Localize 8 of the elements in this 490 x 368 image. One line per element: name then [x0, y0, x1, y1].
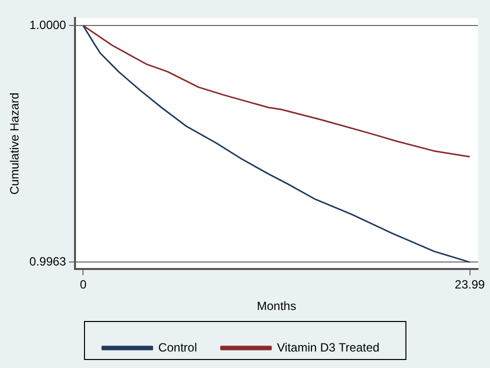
legend-label: Control [158, 340, 197, 354]
x-tick-label: 0 [80, 278, 87, 292]
x-tick-label: 23.99 [454, 278, 486, 292]
y-tick-label: 0.9963 [29, 254, 66, 268]
y-axis-title: Cumulative Hazard [8, 92, 22, 195]
x-axis-title: Months [256, 299, 296, 314]
legend-label: Vitamin D3 Treated [276, 340, 380, 354]
y-tick-label: 1.0000 [29, 18, 66, 32]
